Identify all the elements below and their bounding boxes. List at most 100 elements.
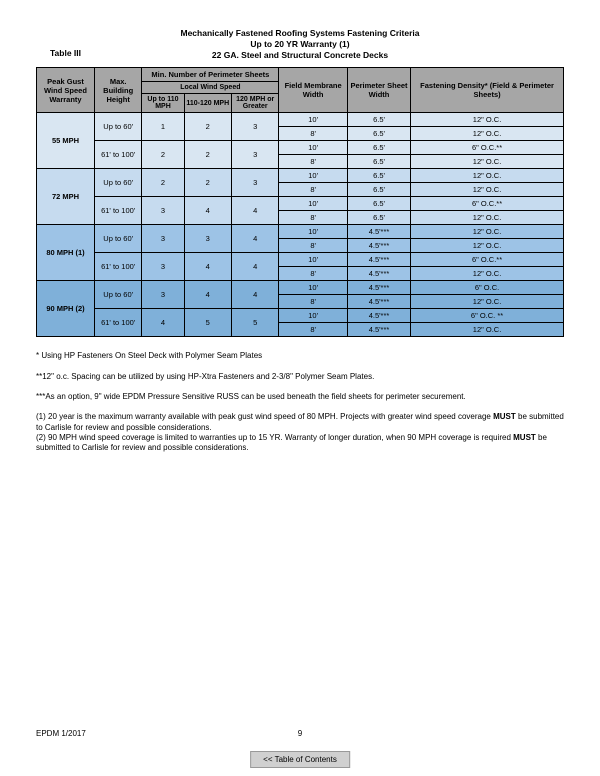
- title-line-1: Mechanically Fastened Roofing Systems Fa…: [36, 28, 564, 39]
- data-cell: 12" O.C.: [411, 183, 564, 197]
- data-cell: 12" O.C.: [411, 211, 564, 225]
- perimeter-count-cell: 3: [184, 225, 231, 253]
- perimeter-count-cell: 3: [142, 197, 184, 225]
- height-cell: Up to 60': [94, 225, 141, 253]
- perimeter-count-cell: 3: [231, 113, 278, 141]
- data-cell: 6" O.C.**: [411, 197, 564, 211]
- perimeter-count-cell: 4: [142, 309, 184, 337]
- col-110-120: 110-120 MPH: [184, 94, 231, 113]
- footnote: ***As an option, 9" wide EPDM Pressure S…: [36, 392, 564, 402]
- data-cell: 12" O.C.: [411, 113, 564, 127]
- data-cell: 6.5': [347, 211, 410, 225]
- data-cell: 8': [279, 239, 348, 253]
- height-cell: 61' to 100': [94, 253, 141, 281]
- perimeter-count-cell: 3: [142, 281, 184, 309]
- height-cell: 61' to 100': [94, 197, 141, 225]
- perimeter-count-cell: 3: [142, 253, 184, 281]
- title-line-3: 22 GA. Steel and Structural Concrete Dec…: [36, 50, 564, 61]
- page-title: Mechanically Fastened Roofing Systems Fa…: [36, 28, 564, 61]
- data-cell: 6.5': [347, 197, 410, 211]
- footnotes: * Using HP Fasteners On Steel Deck with …: [36, 351, 564, 454]
- data-cell: 4.5'***: [347, 281, 410, 295]
- data-cell: 4.5'***: [347, 253, 410, 267]
- wind-speed-cell: 72 MPH: [37, 169, 95, 225]
- title-line-2: Up to 20 YR Warranty (1): [36, 39, 564, 50]
- col-max-height: Max. Building Height: [94, 68, 141, 113]
- perimeter-count-cell: 2: [184, 169, 231, 197]
- perimeter-count-cell: 2: [142, 169, 184, 197]
- data-cell: 6" O.C. **: [411, 309, 564, 323]
- data-cell: 10': [279, 113, 348, 127]
- perimeter-count-cell: 2: [184, 113, 231, 141]
- perimeter-count-cell: 4: [184, 253, 231, 281]
- wind-speed-cell: 90 MPH (2): [37, 281, 95, 337]
- perimeter-count-cell: 4: [231, 253, 278, 281]
- col-peak-gust: Peak Gust Wind Speed Warranty: [37, 68, 95, 113]
- col-perim-width: Perimeter Sheet Width: [347, 68, 410, 113]
- col-120plus: 120 MPH or Greater: [231, 94, 278, 113]
- perimeter-count-cell: 4: [184, 281, 231, 309]
- data-cell: 6.5': [347, 155, 410, 169]
- col-density: Fastening Density* (Field & Perimeter Sh…: [411, 68, 564, 113]
- data-cell: 4.5'***: [347, 239, 410, 253]
- col-local-wind: Local Wind Speed: [142, 82, 279, 94]
- data-cell: 6.5': [347, 169, 410, 183]
- data-cell: 10': [279, 253, 348, 267]
- perimeter-count-cell: 2: [184, 141, 231, 169]
- data-cell: 6.5': [347, 113, 410, 127]
- data-cell: 6" O.C.**: [411, 141, 564, 155]
- wind-speed-cell: 55 MPH: [37, 113, 95, 169]
- data-cell: 12" O.C.: [411, 267, 564, 281]
- height-cell: Up to 60': [94, 169, 141, 197]
- data-cell: 10': [279, 309, 348, 323]
- perimeter-count-cell: 3: [231, 169, 278, 197]
- perimeter-count-cell: 3: [142, 225, 184, 253]
- page-number: 9: [0, 729, 600, 738]
- data-cell: 12" O.C.: [411, 225, 564, 239]
- perimeter-count-cell: 5: [184, 309, 231, 337]
- footnote: **12" o.c. Spacing can be utilized by us…: [36, 372, 564, 382]
- data-cell: 6.5': [347, 141, 410, 155]
- wind-speed-cell: 80 MPH (1): [37, 225, 95, 281]
- height-cell: Up to 60': [94, 113, 141, 141]
- col-min-perim: Min. Number of Perimeter Sheets: [142, 68, 279, 82]
- perimeter-count-cell: 4: [231, 197, 278, 225]
- data-cell: 6" O.C.**: [411, 253, 564, 267]
- perimeter-count-cell: 2: [142, 141, 184, 169]
- data-cell: 12" O.C.: [411, 323, 564, 337]
- data-cell: 8': [279, 127, 348, 141]
- col-upto110: Up to 110 MPH: [142, 94, 184, 113]
- data-cell: 12" O.C.: [411, 295, 564, 309]
- data-cell: 4.5'***: [347, 267, 410, 281]
- perimeter-count-cell: 4: [231, 281, 278, 309]
- perimeter-count-cell: 1: [142, 113, 184, 141]
- data-cell: 10': [279, 281, 348, 295]
- perimeter-count-cell: 3: [231, 141, 278, 169]
- data-cell: 8': [279, 155, 348, 169]
- data-cell: 8': [279, 183, 348, 197]
- data-cell: 4.5'***: [347, 225, 410, 239]
- data-cell: 8': [279, 211, 348, 225]
- footnote: * Using HP Fasteners On Steel Deck with …: [36, 351, 564, 361]
- fastening-table: Peak Gust Wind Speed Warranty Max. Build…: [36, 67, 564, 337]
- perimeter-count-cell: 4: [184, 197, 231, 225]
- data-cell: 6" O.C.: [411, 281, 564, 295]
- table-of-contents-button[interactable]: << Table of Contents: [250, 751, 350, 768]
- data-cell: 10': [279, 141, 348, 155]
- data-cell: 8': [279, 267, 348, 281]
- data-cell: 4.5'***: [347, 309, 410, 323]
- data-cell: 12" O.C.: [411, 155, 564, 169]
- data-cell: 10': [279, 225, 348, 239]
- data-cell: 10': [279, 169, 348, 183]
- data-cell: 8': [279, 323, 348, 337]
- data-cell: 12" O.C.: [411, 239, 564, 253]
- perimeter-count-cell: 4: [231, 225, 278, 253]
- height-cell: 61' to 100': [94, 141, 141, 169]
- data-cell: 6.5': [347, 127, 410, 141]
- data-cell: 10': [279, 197, 348, 211]
- footnote: (1) 20 year is the maximum warranty avai…: [36, 412, 564, 454]
- data-cell: 8': [279, 295, 348, 309]
- data-cell: 12" O.C.: [411, 169, 564, 183]
- table-label: Table III: [50, 48, 81, 58]
- height-cell: 61' to 100': [94, 309, 141, 337]
